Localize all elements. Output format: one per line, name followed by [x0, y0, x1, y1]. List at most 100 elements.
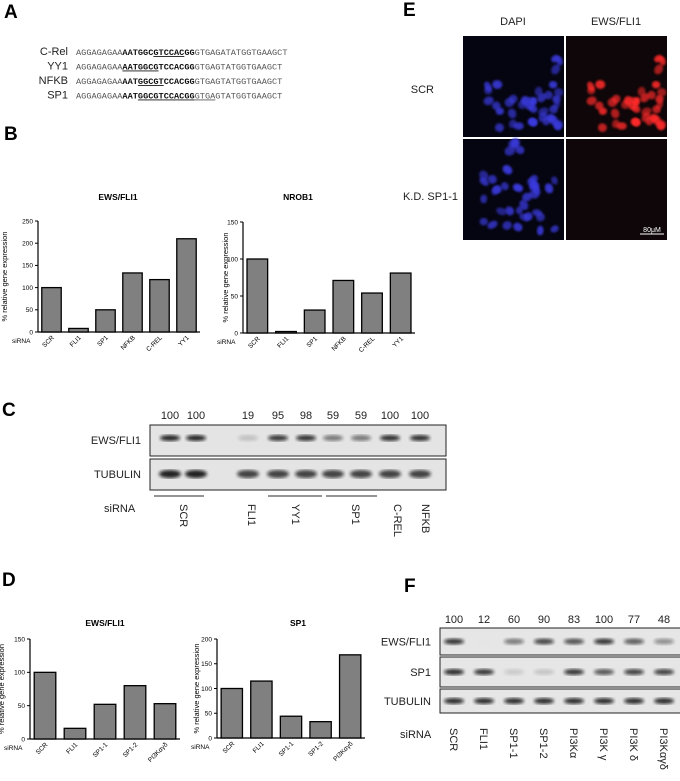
band [534, 638, 554, 645]
chart-title: NROB1 [283, 192, 313, 202]
band [444, 669, 464, 675]
chart-title: SP1 [290, 618, 306, 628]
nucleus [610, 108, 620, 119]
band [409, 470, 431, 478]
blot-strip [439, 627, 680, 656]
panel-label-f: F [404, 576, 416, 597]
nucleus [491, 101, 501, 111]
nucleus [554, 88, 564, 97]
nucleus [657, 88, 667, 97]
quantification-value: 100 [161, 410, 179, 422]
band [295, 470, 317, 478]
band [534, 698, 554, 704]
bar [95, 309, 116, 333]
nucleus [504, 97, 515, 108]
nucleus [519, 213, 530, 222]
row-label: SCR [411, 84, 434, 96]
nucleus [630, 117, 641, 127]
y-tick-label: 0 [21, 736, 25, 743]
lane-group-label: NFKB [419, 504, 431, 533]
bar [389, 272, 412, 334]
nucleus [518, 100, 527, 110]
sequence-segment: AGGAGAGAA [76, 92, 123, 102]
sirna-label: siRNA [104, 503, 136, 515]
band [594, 669, 614, 675]
quantification-value: 100 [595, 614, 613, 626]
lane-group-label: YY1 [289, 504, 301, 525]
bar [303, 309, 326, 334]
x-tick-label: SCR [247, 335, 262, 350]
band [534, 669, 554, 675]
sequence-segment: GTGA [195, 92, 216, 102]
band [444, 638, 464, 645]
sirna-label: siRNA [400, 729, 432, 741]
bar [361, 292, 383, 334]
band [323, 435, 343, 441]
nucleus [548, 81, 558, 89]
x-tick-label: SCR [222, 740, 237, 755]
x-tick-label: SP1-2 [122, 741, 140, 759]
nucleus [587, 86, 596, 95]
nucleus [551, 64, 561, 75]
nucleus [534, 86, 543, 97]
band [624, 698, 644, 704]
y-axis-label: % relative gene expression [192, 643, 201, 733]
chart-title: EWS/FLI1 [98, 192, 137, 202]
quantification-value: 100 [445, 614, 463, 626]
nucleus [556, 56, 563, 66]
nucleus [655, 101, 664, 109]
band [474, 639, 494, 645]
y-tick-label: 150 [22, 263, 33, 270]
microscopy-panel: DAPI EWS/FLI1 SCR K.D. SP1-1 80μM [403, 16, 667, 240]
sequence-segment: AGGAGAGAA [76, 77, 123, 87]
x-axis-label: siRNA [12, 338, 31, 345]
y-tick-label: 50 [231, 293, 239, 300]
band [410, 435, 430, 441]
row-label: K.D. SP1-1 [403, 191, 458, 203]
bar [149, 278, 170, 333]
quantification-value: 60 [508, 614, 520, 626]
band [351, 435, 371, 441]
bar [250, 680, 273, 739]
sequence-segment: GG [184, 48, 194, 58]
band [654, 638, 674, 645]
bar [33, 671, 57, 740]
nucleus [550, 225, 559, 233]
x-axis-label: siRNA [191, 744, 210, 751]
sequence-row: AGGAGAGAAAATGGCGTCCACGGGTGAGATATGGTGAAGC… [76, 48, 287, 58]
nucleus [484, 86, 493, 95]
sequence-label: NFKB [39, 75, 68, 87]
nucleus [597, 123, 607, 132]
band [594, 638, 614, 645]
band [564, 669, 584, 675]
bar [332, 279, 355, 334]
nucleus [527, 97, 537, 106]
scale-bar-label: 80μM [643, 227, 661, 234]
x-tick-label: C-REL [145, 334, 164, 353]
nucleus [536, 225, 544, 236]
bar [246, 258, 269, 334]
panel-label-d: D [2, 570, 16, 591]
blot-row-label: EWS/FLI1 [381, 637, 431, 649]
band [624, 638, 644, 645]
quantification-value: 59 [327, 410, 339, 422]
x-tick-label: NFKB [331, 335, 348, 352]
y-tick-label: 150 [227, 219, 238, 226]
sequence-segment: GGCGTCCACGG [138, 92, 195, 102]
x-tick-label: SCR [41, 334, 56, 349]
band [624, 669, 644, 675]
nucleus [552, 101, 561, 109]
bar-charts: EWS/FLI1 % relative gene expression 0 50 100… [0, 192, 415, 764]
x-tick-label: C-REL [358, 335, 377, 354]
bar-chart: NROB1 % relative gene expression 0 50 100 150… [217, 192, 415, 354]
sequence-row: AGGAGAGAAAATGGCGTCCACGGGTGAGTATGGTGAAGCT [76, 92, 282, 102]
band [504, 638, 524, 645]
nucleus [538, 107, 549, 116]
panel-label-e: E [403, 0, 416, 21]
band [654, 669, 674, 675]
y-axis-label: % relative gene expression [221, 232, 230, 322]
x-tick-label: SP1-1 [278, 740, 296, 758]
sequence-segment: AATGGCG [122, 63, 158, 73]
nucleus [501, 182, 509, 191]
band [160, 435, 180, 441]
